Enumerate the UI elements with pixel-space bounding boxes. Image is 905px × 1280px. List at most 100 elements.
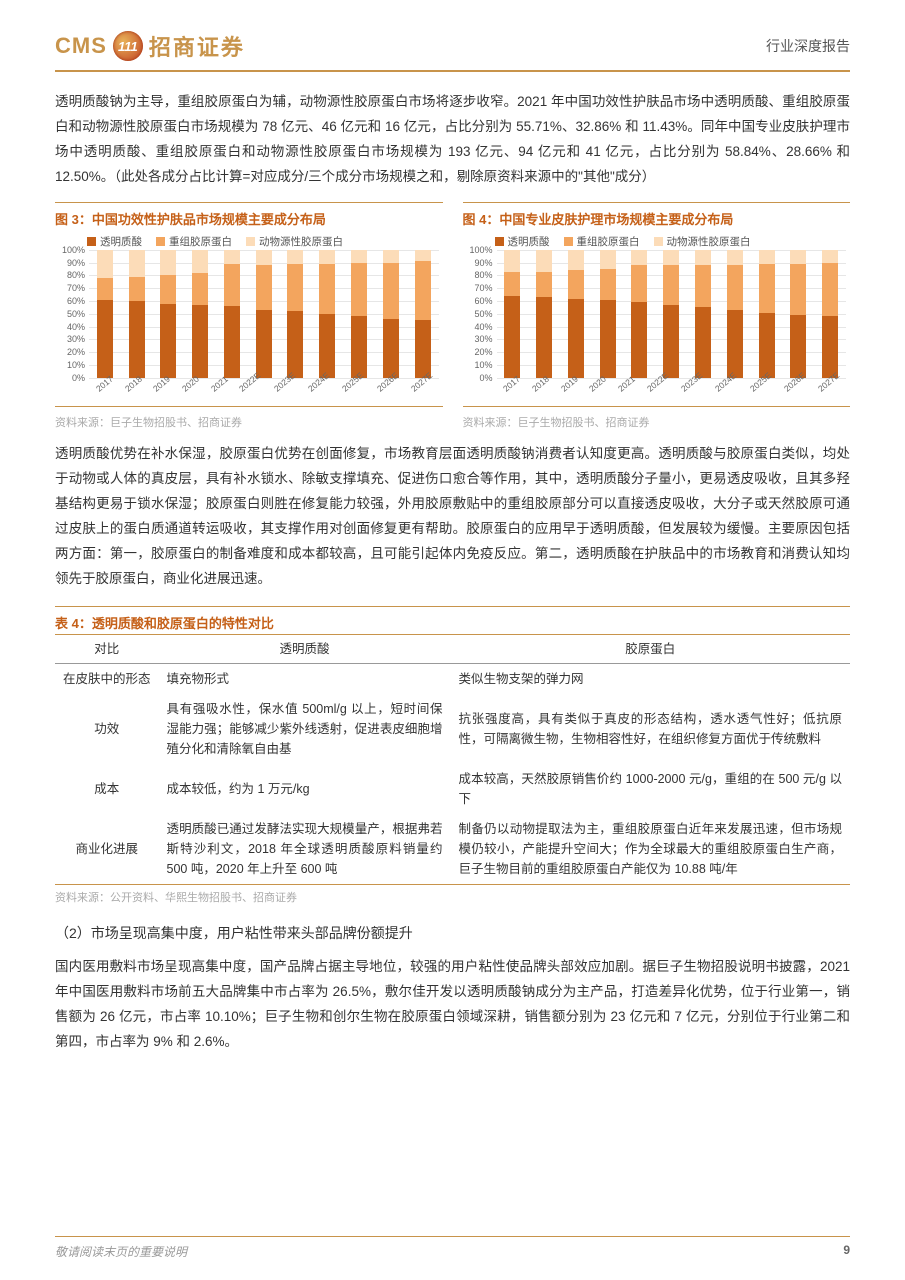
y-tick-label: 70% bbox=[474, 283, 492, 293]
legend-swatch-icon bbox=[246, 237, 255, 246]
bar-column bbox=[727, 250, 743, 378]
bar-segment bbox=[192, 305, 208, 378]
bar-segment bbox=[224, 264, 240, 306]
bar-column bbox=[790, 250, 806, 378]
bar-segment bbox=[97, 278, 113, 300]
legend-label: 透明质酸 bbox=[100, 234, 142, 249]
bar-column bbox=[695, 250, 711, 378]
chart-4-block: 图 4：中国专业皮肤护理市场规模主要成分布局 透明质酸重组胶原蛋白动物源性胶原蛋… bbox=[463, 202, 851, 407]
bar-segment bbox=[536, 297, 552, 378]
cell-ha: 具有强吸水性，保水值 500ml/g 以上，短时间保湿能力强；能够减少紫外线透射… bbox=[159, 694, 451, 764]
page-footer: 敬请阅读末页的重要说明 9 bbox=[55, 1236, 850, 1260]
th-compare: 对比 bbox=[55, 634, 159, 663]
bar-segment bbox=[160, 304, 176, 378]
chart-3-source: 资料来源：巨子生物招股书、招商证券 bbox=[55, 414, 443, 430]
logo-cms-text: CMS bbox=[55, 33, 107, 59]
bar-segment bbox=[727, 265, 743, 310]
cell-ha: 透明质酸已通过发酵法实现大规模量产，根据弗若斯特沙利文，2018 年全球透明质酸… bbox=[159, 814, 451, 885]
table-row: 功效具有强吸水性，保水值 500ml/g 以上，短时间保湿能力强；能够减少紫外线… bbox=[55, 694, 850, 764]
bar-segment bbox=[759, 264, 775, 313]
legend-item: 动物源性胶原蛋白 bbox=[654, 234, 751, 249]
bar-segment bbox=[319, 314, 335, 378]
row-label: 功效 bbox=[55, 694, 159, 764]
legend-item: 透明质酸 bbox=[495, 234, 550, 249]
table-header-row: 对比 透明质酸 胶原蛋白 bbox=[55, 634, 850, 663]
bar-segment bbox=[383, 319, 399, 378]
bar-column bbox=[631, 250, 647, 378]
th-collagen: 胶原蛋白 bbox=[451, 634, 850, 663]
chart-4-canvas: 透明质酸重组胶原蛋白动物源性胶原蛋白0%10%20%30%40%50%60%70… bbox=[463, 232, 851, 407]
y-tick-label: 100% bbox=[469, 245, 492, 255]
bar-segment bbox=[568, 299, 584, 378]
bar-segment bbox=[192, 273, 208, 305]
footer-note: 敬请阅读末页的重要说明 bbox=[55, 1243, 187, 1260]
page-number: 9 bbox=[843, 1243, 850, 1260]
bar-segment bbox=[600, 269, 616, 300]
doc-type-label: 行业深度报告 bbox=[766, 36, 850, 56]
cell-collagen: 制备仍以动物提取法为主，重组胶原蛋白近年来发展迅速，但市场规模仍较小，产能提升空… bbox=[451, 814, 850, 885]
bar-column bbox=[129, 250, 145, 378]
brand-logo: CMS 111 招商证券 bbox=[55, 30, 245, 62]
bar-segment bbox=[351, 250, 367, 263]
bar-column bbox=[351, 250, 367, 378]
legend-item: 重组胶原蛋白 bbox=[156, 234, 232, 249]
bar-segment bbox=[822, 250, 838, 263]
bar-column bbox=[287, 250, 303, 378]
bar-segment bbox=[631, 265, 647, 302]
bar-segment bbox=[695, 250, 711, 265]
bar-column bbox=[97, 250, 113, 378]
bar-segment bbox=[129, 277, 145, 301]
logo-cn-text: 招商证券 bbox=[149, 30, 245, 62]
bar-segment bbox=[383, 263, 399, 319]
bar-segment bbox=[504, 272, 520, 296]
table-row: 商业化进展透明质酸已通过发酵法实现大规模量产，根据弗若斯特沙利文，2018 年全… bbox=[55, 814, 850, 885]
legend-item: 重组胶原蛋白 bbox=[564, 234, 640, 249]
bar-segment bbox=[287, 311, 303, 378]
y-tick-label: 90% bbox=[67, 258, 85, 268]
bar-segment bbox=[790, 315, 806, 378]
bar-segment bbox=[192, 250, 208, 273]
y-tick-label: 80% bbox=[67, 270, 85, 280]
table-row: 成本成本较低，约为 1 万元/kg成本较高，天然胶原销售价约 1000-2000… bbox=[55, 764, 850, 814]
bar-segment bbox=[504, 296, 520, 378]
legend-label: 重组胶原蛋白 bbox=[169, 234, 232, 249]
legend-swatch-icon bbox=[564, 237, 573, 246]
logo-circle-icon: 111 bbox=[113, 31, 143, 61]
bar-segment bbox=[600, 250, 616, 269]
y-tick-label: 50% bbox=[474, 309, 492, 319]
bar-segment bbox=[822, 263, 838, 317]
bar-segment bbox=[129, 301, 145, 378]
legend-item: 透明质酸 bbox=[87, 234, 142, 249]
y-tick-label: 100% bbox=[62, 245, 85, 255]
chart-3-block: 图 3：中国功效性护肤品市场规模主要成分布局 透明质酸重组胶原蛋白动物源性胶原蛋… bbox=[55, 202, 443, 407]
chart-3-canvas: 透明质酸重组胶原蛋白动物源性胶原蛋白0%10%20%30%40%50%60%70… bbox=[55, 232, 443, 407]
bar-segment bbox=[727, 250, 743, 265]
y-tick-label: 0% bbox=[72, 373, 85, 383]
paragraph-2: 透明质酸优势在补水保湿，胶原蛋白优势在创面修复，市场教育层面透明质酸钠消费者认知… bbox=[55, 442, 850, 592]
comparison-table: 对比 透明质酸 胶原蛋白 在皮肤中的形态填充物形式类似生物支架的弹力网功效具有强… bbox=[55, 634, 850, 885]
legend-swatch-icon bbox=[495, 237, 504, 246]
bar-segment bbox=[536, 250, 552, 272]
row-label: 商业化进展 bbox=[55, 814, 159, 885]
y-tick-label: 10% bbox=[67, 360, 85, 370]
bar-segment bbox=[536, 272, 552, 298]
y-tick-label: 30% bbox=[67, 334, 85, 344]
y-tick-label: 80% bbox=[474, 270, 492, 280]
bar-segment bbox=[759, 313, 775, 378]
table-row: 在皮肤中的形态填充物形式类似生物支架的弹力网 bbox=[55, 663, 850, 694]
legend-label: 重组胶原蛋白 bbox=[577, 234, 640, 249]
bar-segment bbox=[160, 275, 176, 303]
legend-label: 动物源性胶原蛋白 bbox=[259, 234, 343, 249]
bar-segment bbox=[351, 263, 367, 317]
bar-segment bbox=[383, 250, 399, 263]
cell-collagen: 抗张强度高，具有类似于真皮的形态结构，透水透气性好；低抗原性，可隔离微生物，生物… bbox=[451, 694, 850, 764]
y-tick-label: 90% bbox=[474, 258, 492, 268]
y-tick-label: 50% bbox=[67, 309, 85, 319]
bar-segment bbox=[351, 316, 367, 377]
row-label: 成本 bbox=[55, 764, 159, 814]
bar-column bbox=[415, 250, 431, 378]
th-ha: 透明质酸 bbox=[159, 634, 451, 663]
bar-segment bbox=[256, 310, 272, 378]
bar-column bbox=[383, 250, 399, 378]
bar-segment bbox=[256, 250, 272, 265]
